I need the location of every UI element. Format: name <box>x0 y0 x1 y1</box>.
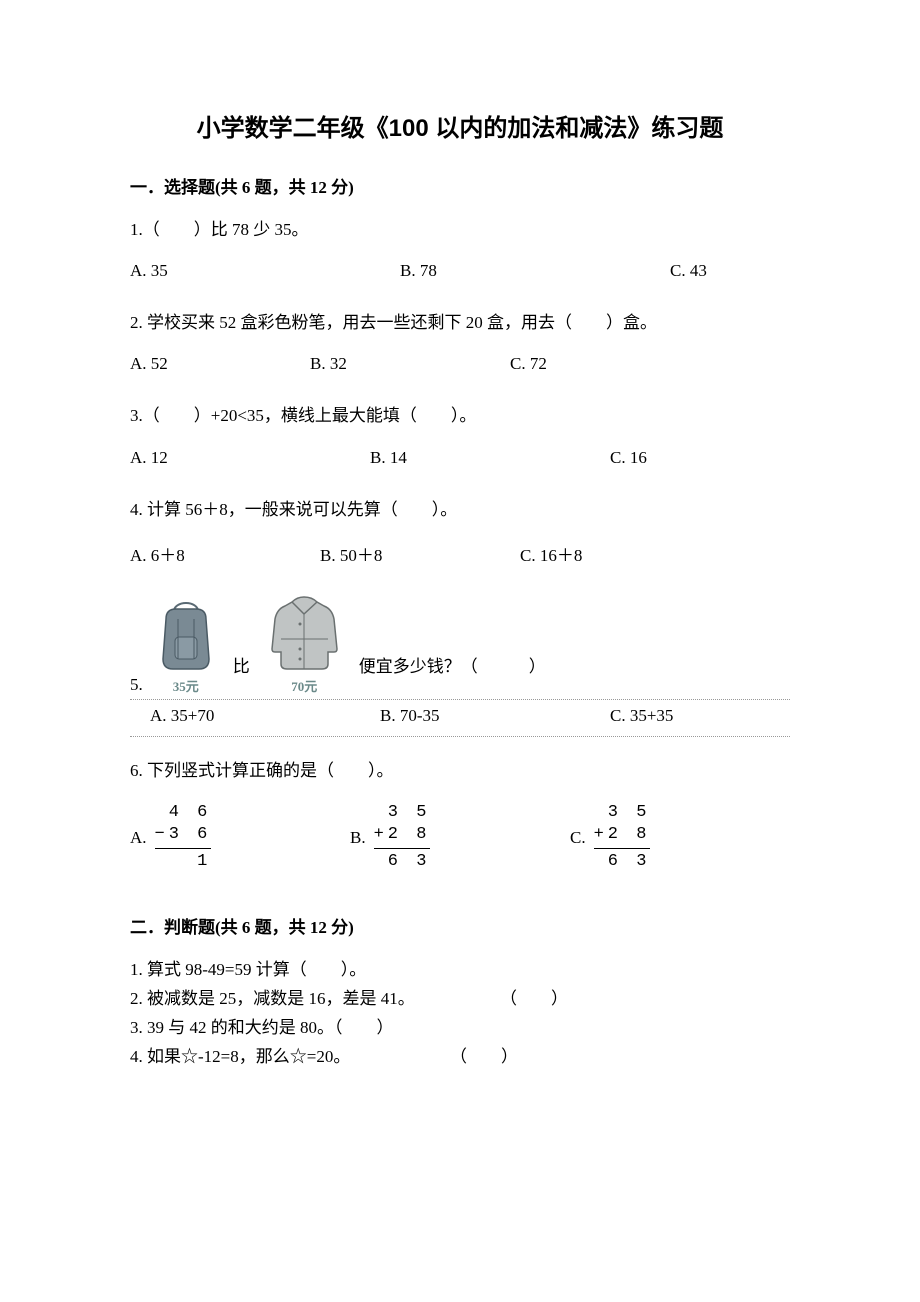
calc-a-body: 4 6 −3 6 1 <box>155 802 212 873</box>
calc-a-result: 1 <box>155 849 212 873</box>
question-5-options: A. 35+70 B. 70-35 C. 35+35 <box>130 706 790 726</box>
q2-option-c: C. 72 <box>510 354 547 374</box>
q5-suffix: 便宜多少钱？（ ） <box>359 652 546 677</box>
coat-item: 70元 <box>262 594 347 695</box>
calc-c-top: 3 5 <box>594 802 651 824</box>
worksheet-page: 小学数学二年级《100 以内的加法和减法》练习题 一．选择题(共 6 题，共 1… <box>0 0 920 1112</box>
judge-4-blank: （ ） <box>450 1043 518 1072</box>
question-3-options: A. 12 B. 14 C. 16 <box>130 448 790 468</box>
q3-option-c: C. 16 <box>610 448 647 468</box>
backpack-icon <box>151 599 221 674</box>
judge-2-blank: （ ） <box>500 985 568 1014</box>
question-2-options: A. 52 B. 32 C. 72 <box>130 354 790 374</box>
q5-option-b: B. 70-35 <box>380 706 610 726</box>
q5-mid: 比 <box>233 652 250 677</box>
calc-a-op: −3 6 <box>155 824 212 849</box>
calc-a-label: A. <box>130 828 147 848</box>
calc-c-label: C. <box>570 828 586 848</box>
judge-list: 1. 算式 98-49=59 计算（ ）。 2. 被减数是 25，减数是 16，… <box>130 956 790 1072</box>
calc-c: C. 3 5 +2 8 6 3 <box>570 802 650 873</box>
judge-1-text: 1. 算式 98-49=59 计算（ ）。 <box>130 956 366 985</box>
calc-c-op: +2 8 <box>594 824 651 849</box>
question-4-options: A. 6＋8 B. 50＋8 C. 16＋8 <box>130 541 790 566</box>
section-2-header: 二．判断题(共 6 题，共 12 分) <box>130 913 790 938</box>
question-1-options: A. 35 B. 78 C. 43 <box>130 261 790 281</box>
question-1: 1.（ ）比 78 少 35。 <box>130 216 790 243</box>
q1-option-a: A. 35 <box>130 261 400 281</box>
dotted-divider-1 <box>130 699 790 700</box>
judge-4-text: 4. 如果☆-12=8，那么☆=20。 <box>130 1043 450 1072</box>
q1-option-c: C. 43 <box>670 261 707 281</box>
calc-c-body: 3 5 +2 8 6 3 <box>594 802 651 873</box>
question-5: 5. 35元 比 70元 便宜多少钱？（ ） <box>130 594 790 695</box>
page-title: 小学数学二年级《100 以内的加法和减法》练习题 <box>130 108 790 143</box>
calc-a: A. 4 6 −3 6 1 <box>130 802 350 873</box>
calc-b-op: +2 8 <box>374 824 431 849</box>
calc-b-top: 3 5 <box>374 802 431 824</box>
question-6: 6. 下列竖式计算正确的是（ ）。 <box>130 757 790 784</box>
judge-3: 3. 39 与 42 的和大约是 80。（ ） <box>130 1014 790 1043</box>
coat-price: 70元 <box>291 676 317 695</box>
q5-option-a: A. 35+70 <box>150 706 380 726</box>
question-2: 2. 学校买来 52 盒彩色粉笔，用去一些还剩下 20 盒，用去（ ）盒。 <box>130 309 790 336</box>
backpack-price: 35元 <box>173 676 199 695</box>
q2-option-b: B. 32 <box>310 354 510 374</box>
judge-4: 4. 如果☆-12=8，那么☆=20。 （ ） <box>130 1043 790 1072</box>
q4-option-b: B. 50＋8 <box>320 541 520 566</box>
calc-b-body: 3 5 +2 8 6 3 <box>374 802 431 873</box>
calc-b-result: 6 3 <box>374 849 431 873</box>
calc-a-top: 4 6 <box>155 802 212 824</box>
coat-icon <box>262 594 347 674</box>
q4-option-c: C. 16＋8 <box>520 541 582 566</box>
section-1-header: 一．选择题(共 6 题，共 12 分) <box>130 173 790 198</box>
q5-option-c: C. 35+35 <box>610 706 673 726</box>
q1-option-b: B. 78 <box>400 261 670 281</box>
calc-c-result: 6 3 <box>594 849 651 873</box>
q5-prefix: 5. <box>130 675 143 695</box>
vertical-calculations: A. 4 6 −3 6 1 B. 3 5 +2 8 6 3 C. 3 5 +2 … <box>130 802 790 873</box>
question-4: 4. 计算 56＋8，一般来说可以先算（ ）。 <box>130 496 790 523</box>
calc-b-label: B. <box>350 828 366 848</box>
q3-option-b: B. 14 <box>370 448 610 468</box>
q4-option-a: A. 6＋8 <box>130 541 320 566</box>
judge-2: 2. 被减数是 25，减数是 16，差是 41。 （ ） <box>130 985 790 1014</box>
judge-3-text: 3. 39 与 42 的和大约是 80。（ ） <box>130 1014 394 1043</box>
backpack-item: 35元 <box>151 599 221 695</box>
q2-option-a: A. 52 <box>130 354 310 374</box>
q3-option-a: A. 12 <box>130 448 370 468</box>
dotted-divider-2 <box>130 736 790 737</box>
calc-b: B. 3 5 +2 8 6 3 <box>350 802 570 873</box>
judge-2-text: 2. 被减数是 25，减数是 16，差是 41。 <box>130 985 500 1014</box>
question-3: 3.（ ）+20<35，横线上最大能填（ ）。 <box>130 402 790 429</box>
judge-1: 1. 算式 98-49=59 计算（ ）。 <box>130 956 790 985</box>
